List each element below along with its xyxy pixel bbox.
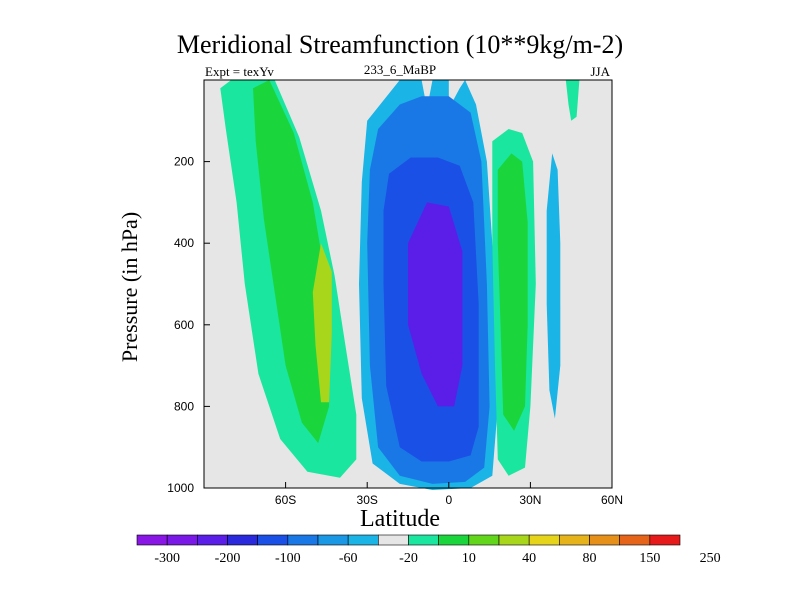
x-tick-label: 30N bbox=[519, 493, 541, 507]
x-tick-label: 60S bbox=[275, 493, 296, 507]
colorbar-box bbox=[197, 534, 228, 546]
y-tick-label: 200 bbox=[174, 155, 194, 169]
colorbar-box bbox=[468, 534, 500, 546]
experiment-label: Expt = texYv bbox=[205, 64, 274, 79]
colorbar-label: 80 bbox=[583, 551, 597, 566]
x-tick-label: 30S bbox=[357, 493, 378, 507]
colorbar-box bbox=[498, 534, 530, 546]
axis-ticks: 60S 30S 0 30N 60N 200 400 600 800 1000 bbox=[167, 155, 623, 507]
colorbar-box bbox=[589, 534, 620, 546]
colorbar-label: 10 bbox=[462, 551, 476, 566]
colorbar-box bbox=[528, 534, 560, 546]
y-tick-label: 800 bbox=[174, 399, 194, 413]
colorbar-label: 40 bbox=[522, 551, 536, 566]
colorbar-box bbox=[649, 534, 681, 546]
equatorial-negative-cell-region bbox=[408, 202, 463, 407]
northern-negative-cell-region bbox=[546, 153, 561, 419]
y-tick-label: 400 bbox=[174, 236, 194, 250]
colorbar-label: -200 bbox=[215, 551, 241, 566]
colorbar-box bbox=[559, 534, 590, 546]
colorbar-label: -60 bbox=[339, 551, 358, 566]
colorbar: -300 -200 -100 -60 -20 10 40 80 150 250 bbox=[136, 534, 721, 566]
colorbar-box bbox=[438, 534, 470, 546]
colorbar-label: -100 bbox=[275, 551, 301, 566]
plot-frame bbox=[203, 79, 613, 489]
northern-positive-cell-region bbox=[497, 153, 528, 431]
colorbar-box bbox=[257, 534, 289, 546]
colorbar-box bbox=[166, 534, 198, 546]
x-axis-label: Latitude bbox=[360, 506, 440, 532]
contour-layer bbox=[220, 80, 580, 490]
colorbar-box bbox=[347, 534, 379, 546]
northern-positive-cell-region bbox=[565, 80, 580, 121]
colorbar-box bbox=[317, 534, 349, 546]
colorbar-box bbox=[136, 534, 168, 546]
colorbar-box bbox=[378, 534, 409, 546]
colorbar-box bbox=[619, 534, 651, 546]
y-tick-label: 1000 bbox=[167, 481, 194, 495]
season-label: JJA bbox=[590, 64, 610, 79]
y-tick-label: 600 bbox=[174, 318, 194, 332]
colorbar-label: -20 bbox=[399, 551, 418, 566]
chart-title: Meridional Streamfunction (10**9kg/m-2) bbox=[176, 30, 624, 59]
colorbar-box bbox=[287, 534, 319, 546]
southern-positive-cell-region bbox=[253, 80, 330, 444]
colorbar-label: 250 bbox=[700, 551, 721, 566]
colorbar-label: -300 bbox=[154, 551, 180, 566]
x-tick-label: 60N bbox=[601, 493, 623, 507]
colorbar-box bbox=[408, 534, 439, 546]
x-tick-label: 0 bbox=[445, 493, 452, 507]
colorbar-label: 150 bbox=[639, 551, 660, 566]
southern-positive-cell-region bbox=[312, 243, 332, 403]
center-label: 233_6_MaBP bbox=[363, 62, 437, 77]
colorbar-box bbox=[227, 534, 258, 546]
